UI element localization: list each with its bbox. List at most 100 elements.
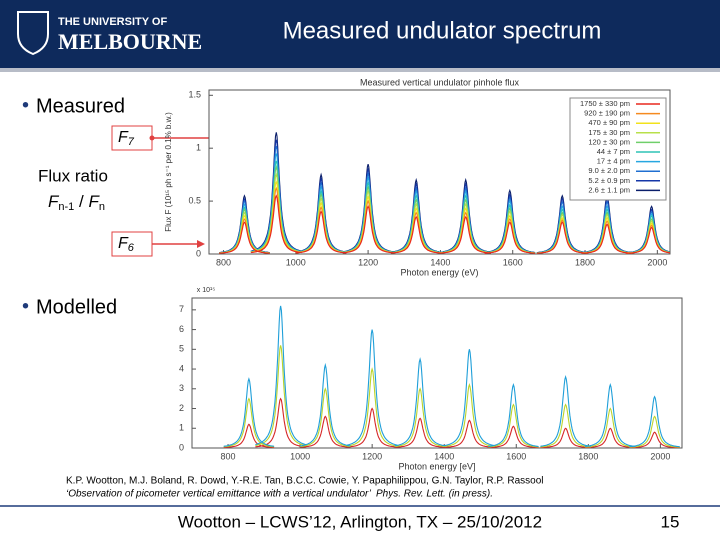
spectrum-peak: [255, 397, 306, 448]
spectrum-peak: [219, 221, 270, 254]
arrow-tail: [149, 135, 155, 141]
arrow-head: [197, 240, 205, 248]
bullet: Measured: [36, 95, 125, 117]
spectrum-peak: [540, 375, 591, 447]
subscript: n-1: [58, 201, 74, 213]
plot-frame: [191, 297, 683, 449]
x-tick-label: 2000: [647, 257, 667, 267]
callout-f7: F7: [118, 129, 135, 148]
spectrum-peak: [484, 221, 536, 254]
spectrum-peak: [629, 431, 680, 448]
spectrum-peak: [536, 221, 588, 254]
y-tick-label: 1: [179, 423, 184, 433]
flux-ratio-formula: Fn-1 / Fn: [48, 192, 105, 212]
plot-area: [223, 305, 680, 448]
flux-ratio-label: Flux ratio: [38, 166, 108, 185]
logo-shield: [17, 11, 49, 56]
letter: F: [48, 192, 60, 211]
spectrum-peak: [540, 427, 591, 448]
spectrum-peak: [390, 215, 442, 254]
spectrum-peak: [394, 357, 446, 447]
footer-text: Wootton – LCWS’12, Arlington, TX – 25/10…: [178, 512, 542, 531]
x-tick-label: 1400: [434, 451, 454, 461]
spectrum-peak: [488, 383, 539, 448]
spectrum-peak: [444, 419, 495, 448]
callout-f6: F6: [118, 235, 135, 254]
legend-label: 5.2 ± 0.9 pm: [588, 176, 630, 185]
y-tick-label: 3: [179, 383, 184, 393]
spectrum-peak: [585, 427, 636, 448]
x-tick-label: 800: [216, 257, 231, 267]
slide-title: Measured undulator spectrum: [283, 17, 602, 44]
spectrum-peak: [585, 383, 636, 448]
x-tick-label: 1000: [290, 451, 310, 461]
letter: F: [88, 192, 100, 211]
y-multiplier: x 10¹⁵: [197, 287, 216, 294]
spectrum-peak: [223, 377, 275, 447]
x-axis-label: Photon energy [eV]: [398, 461, 475, 471]
subscript: 6: [128, 242, 135, 254]
reference-authors: K.P. Wootton, M.J. Boland, R. Dowd, Y.-R…: [66, 476, 543, 487]
legend-label: 1750 ± 330 pm: [580, 99, 630, 108]
spectrum-peak: [255, 305, 307, 446]
y-tick-label: 0: [179, 442, 184, 452]
subscript: 7: [128, 136, 135, 148]
spectrum-peak: [629, 415, 680, 448]
spectrum-peak: [626, 226, 670, 254]
x-tick-label: 1000: [286, 257, 306, 267]
legend-label: 9.0 ± 2.0 pm: [588, 166, 630, 175]
spectrum-peak: [223, 423, 275, 448]
letter: F: [118, 235, 129, 252]
spectrum-peak: [346, 367, 398, 447]
header-band: [0, 0, 720, 68]
legend-label: 175 ± 30 pm: [588, 128, 630, 137]
spectrum-peak: [250, 194, 302, 254]
spectrum-peak: [540, 403, 591, 448]
legend-label: 120 ± 30 pm: [588, 137, 630, 146]
legend-label: 920 ± 190 pm: [584, 109, 630, 118]
x-tick-label: 1400: [430, 257, 450, 267]
legend-label: 17 ± 4 pm: [597, 157, 630, 166]
legend-label: 470 ± 90 pm: [588, 118, 630, 127]
x-axis-label: Photon energy (eV): [400, 267, 478, 277]
spectrum-peak: [255, 345, 306, 447]
spectrum-peak: [295, 210, 347, 254]
x-tick-label: 1800: [578, 451, 598, 461]
y-tick-label: 1: [196, 143, 201, 153]
spectrum-peak: [300, 415, 351, 448]
x-tick-label: 1600: [506, 451, 526, 461]
spectrum-peak: [488, 425, 539, 448]
spectrum-peak: [488, 403, 539, 448]
y-tick-label: 7: [179, 304, 184, 314]
y-tick-label: 6: [179, 324, 184, 334]
spectrum-peak: [444, 349, 495, 447]
subscript: n: [99, 201, 105, 213]
plot-area: [219, 132, 670, 254]
spectrum-peak: [346, 407, 398, 448]
reference-paper: ‘Observation of picometer vertical emitt…: [66, 489, 493, 500]
page-number: 15: [661, 512, 680, 531]
spectrum-peak: [629, 395, 680, 448]
callout-box: [111, 125, 153, 151]
x-tick-label: 1600: [503, 257, 523, 267]
x-tick-label: 1200: [362, 451, 382, 461]
spectrum-peak: [394, 417, 446, 448]
legend-label: 44 ± 7 pm: [597, 147, 630, 156]
y-tick-label: 0: [196, 248, 201, 258]
y-tick-label: 2: [179, 403, 184, 413]
callout-box: [111, 231, 153, 257]
x-tick-label: 2000: [650, 451, 670, 461]
spectrum-peak: [444, 383, 495, 448]
chart-title: Measured vertical undulator pinhole flux: [360, 77, 520, 87]
spectrum-peak: [585, 407, 636, 448]
legend-box: [569, 97, 667, 201]
y-tick-label: 1.5: [188, 90, 201, 100]
y-tick-label: 4: [179, 363, 184, 373]
spectrum-peak: [342, 205, 394, 254]
spectrum-peak: [581, 223, 633, 254]
bullet: Modelled: [36, 296, 117, 318]
y-axis-label: Flux F (10¹⁵ ph s⁻¹ per 0.1% b.w.): [164, 112, 173, 232]
letter: F: [118, 129, 129, 146]
separator: /: [74, 192, 88, 211]
